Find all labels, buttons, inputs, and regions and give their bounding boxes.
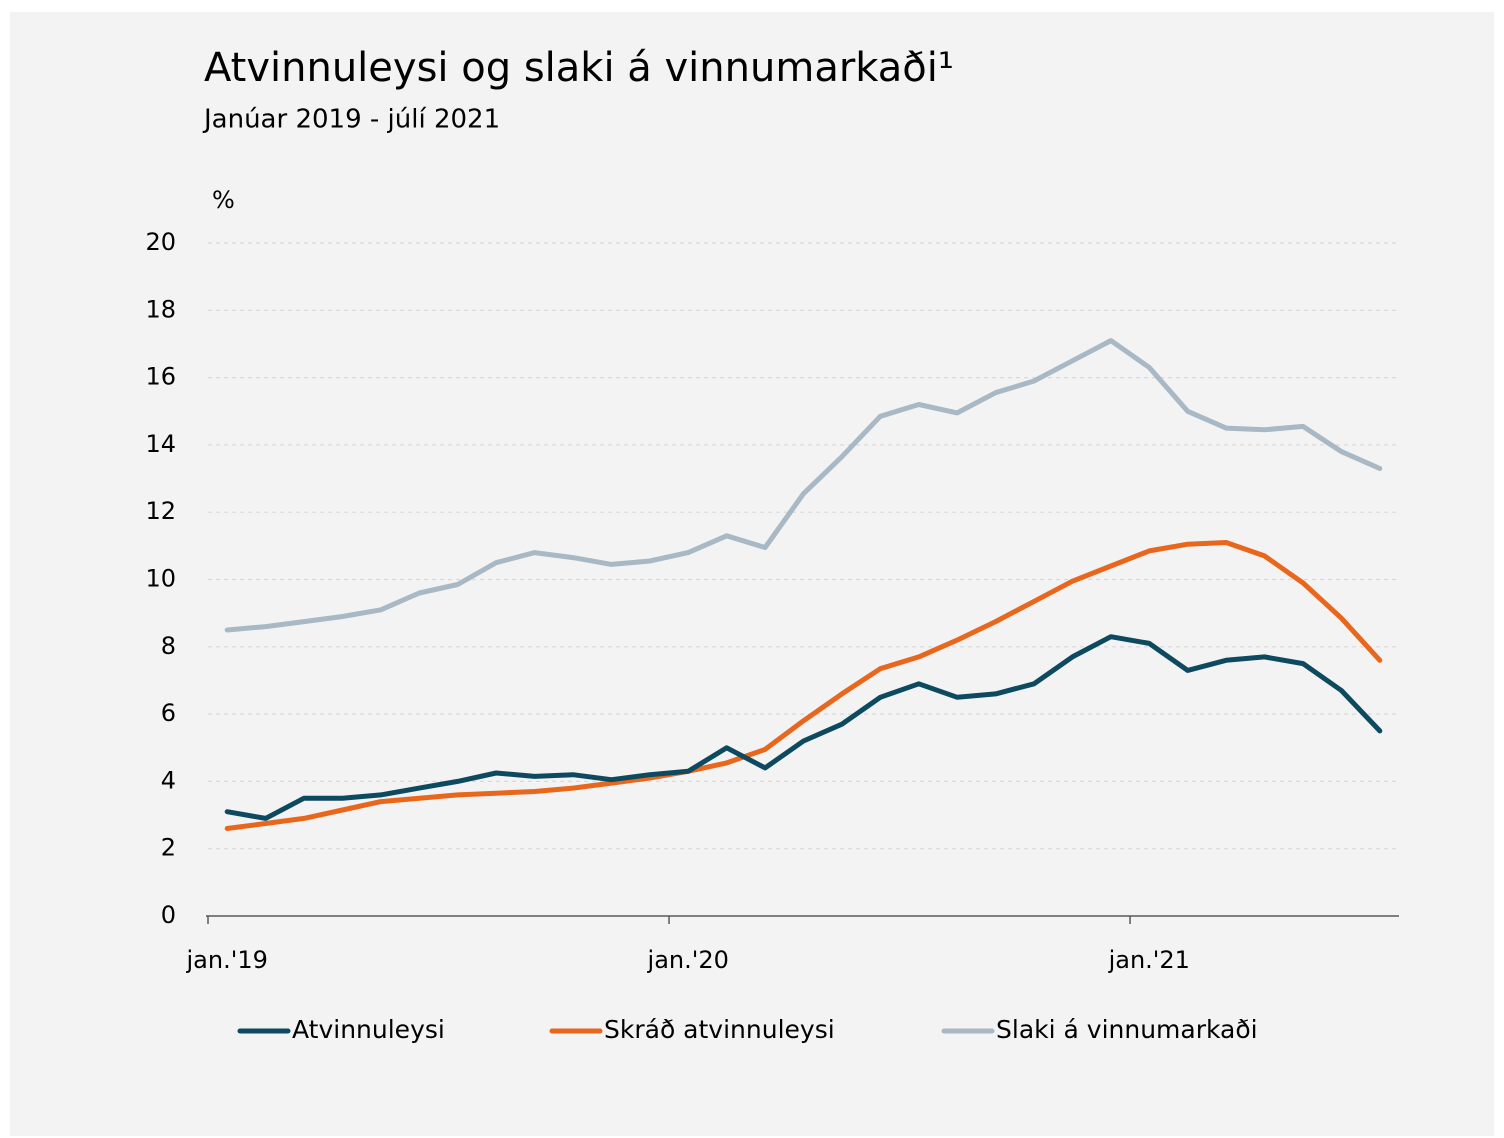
x-tick-label: jan.'19 xyxy=(186,946,268,974)
x-tick-label: jan.'20 xyxy=(647,946,729,974)
series-line xyxy=(224,634,1383,821)
chart-background xyxy=(10,12,1494,1136)
chart-subtitle: Janúar 2019 - júlí 2021 xyxy=(202,105,500,135)
y-tick-label: 20 xyxy=(145,228,176,256)
y-tick-label: 8 xyxy=(161,632,176,660)
legend-label: Skráð atvinnuleysi xyxy=(604,1015,835,1044)
y-tick-label: 4 xyxy=(161,766,176,794)
y-tick-label: 16 xyxy=(145,363,176,391)
y-tick-label: 6 xyxy=(161,699,176,727)
series-line xyxy=(224,338,1383,633)
y-tick-label: 12 xyxy=(145,497,176,525)
x-tick-label: jan.'21 xyxy=(1108,946,1190,974)
y-tick-label: 18 xyxy=(145,295,176,323)
series-line xyxy=(224,540,1383,831)
y-tick-label: 10 xyxy=(145,565,176,593)
chart-title: Atvinnuleysi og slaki á vinnumarkaði¹ xyxy=(204,45,954,91)
y-axis-label: % xyxy=(212,186,235,214)
y-tick-label: 14 xyxy=(145,430,176,458)
legend-label: Slaki á vinnumarkaði xyxy=(996,1015,1258,1044)
y-tick-label: 0 xyxy=(161,901,176,929)
legend-label: Atvinnuleysi xyxy=(292,1015,445,1044)
y-tick-label: 2 xyxy=(161,834,176,862)
